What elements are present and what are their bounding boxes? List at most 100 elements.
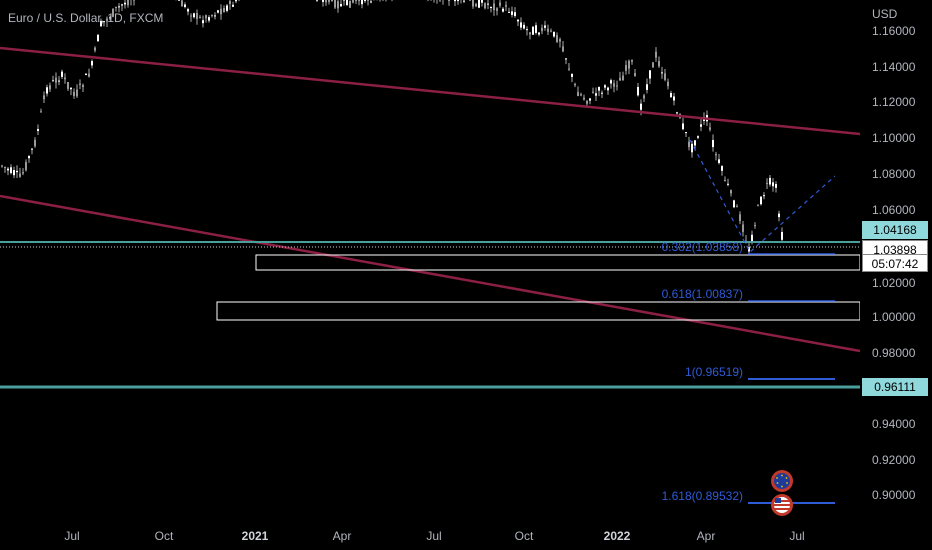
candle-body <box>724 179 726 182</box>
zone-rectangle-lower[interactable] <box>216 301 861 321</box>
candle-body <box>106 18 108 22</box>
candle-body <box>523 24 525 29</box>
candle-body <box>112 8 114 17</box>
candle-body <box>1 165 3 167</box>
candle-body <box>718 159 720 164</box>
fib-projection-path[interactable] <box>689 139 836 253</box>
candle-body <box>67 82 69 89</box>
candle-body <box>43 95 45 100</box>
candle-body <box>19 173 21 177</box>
candle-body <box>94 47 96 51</box>
candle-body <box>760 196 762 205</box>
candle-body <box>526 29 528 31</box>
candle-body <box>202 20 204 24</box>
candle-body <box>70 87 72 90</box>
candle-body <box>346 0 348 6</box>
candle-body <box>184 4 186 8</box>
time-tick-label: Apr <box>333 529 352 543</box>
candle-body <box>454 0 456 2</box>
candle-body <box>349 0 351 8</box>
candle-body <box>766 182 768 184</box>
candle-body <box>601 92 603 94</box>
candle-body <box>742 224 744 232</box>
candle-body <box>31 148 33 150</box>
candle-body <box>676 112 678 114</box>
upper-trendline[interactable] <box>0 46 861 136</box>
candle-body <box>205 15 207 19</box>
time-tick-label: Apr <box>697 529 716 543</box>
candle-body <box>361 0 363 5</box>
candle-body <box>502 8 504 12</box>
price-axis-panel[interactable] <box>860 0 932 550</box>
candle-body <box>694 140 696 146</box>
candle-body <box>340 3 342 7</box>
candle-body <box>97 34 99 42</box>
candle-body <box>109 17 111 19</box>
candle-body <box>220 8 222 15</box>
candle-body <box>25 162 27 171</box>
time-tick-label: 2021 <box>242 529 269 543</box>
candle-body <box>577 92 579 97</box>
candle-body <box>76 89 78 97</box>
us-flag-icon[interactable] <box>771 494 793 516</box>
candle-body <box>124 2 126 5</box>
price-tick-label: 0.98000 <box>872 346 916 360</box>
candle-body <box>337 1 339 9</box>
candle-body <box>226 5 228 11</box>
price-tick-label: 0.92000 <box>872 453 916 467</box>
candle-body <box>553 31 555 37</box>
candle-body <box>115 6 117 9</box>
candle-body <box>700 124 702 127</box>
price-tick-label: 1.02000 <box>872 276 916 290</box>
candle-body <box>178 0 180 1</box>
candle-body <box>103 21 105 23</box>
time-axis-panel[interactable] <box>0 522 860 550</box>
fib-label-1618: 1.618(0.89532) <box>662 489 743 503</box>
candle-body <box>607 87 609 91</box>
candle-body <box>772 182 774 187</box>
candle-body <box>223 7 225 13</box>
candle-body <box>352 0 354 3</box>
time-tick-label: Jul <box>64 529 79 543</box>
lower-trendline[interactable] <box>0 194 861 353</box>
candle-body <box>709 127 711 130</box>
candle-body <box>658 61 660 67</box>
symbol-title: Euro / U.S. Dollar, 1D, FXCM <box>8 11 163 25</box>
candle-body <box>7 168 9 171</box>
candle-body <box>625 65 627 71</box>
candle-body <box>199 16 201 18</box>
price-tick-label: 1.12000 <box>872 95 916 109</box>
candle-body <box>688 141 690 148</box>
candle-body <box>118 6 120 8</box>
time-tick-label: Oct <box>155 529 174 543</box>
candle-body <box>181 0 183 7</box>
candle-body <box>61 71 63 77</box>
candle-body <box>121 4 123 6</box>
candle-body <box>610 80 612 84</box>
candle-body <box>682 123 684 130</box>
candle-body <box>127 0 129 6</box>
price-tick-label: 1.00000 <box>872 310 916 324</box>
candle-body <box>490 6 492 8</box>
candle-body <box>691 143 693 153</box>
candle-body <box>196 13 198 19</box>
candle-body <box>55 77 57 83</box>
candle-body <box>208 17 210 21</box>
fib-label-0618: 0.618(1.00837) <box>662 287 743 301</box>
candle-body <box>643 95 645 99</box>
candle-body <box>37 129 39 132</box>
candle-body <box>598 87 600 91</box>
eu-flag-icon[interactable] <box>771 470 793 492</box>
candle-body <box>28 156 30 159</box>
candle-body <box>517 19 519 22</box>
candle-body <box>529 32 531 35</box>
candle-body <box>40 111 42 113</box>
fib-label-1: 1(0.96519) <box>685 365 743 379</box>
candle-body <box>649 70 651 79</box>
candle-body <box>640 103 642 110</box>
candle-body <box>769 177 771 185</box>
candle-body <box>13 170 15 176</box>
candle-body <box>727 183 729 185</box>
candle-body <box>583 97 585 100</box>
